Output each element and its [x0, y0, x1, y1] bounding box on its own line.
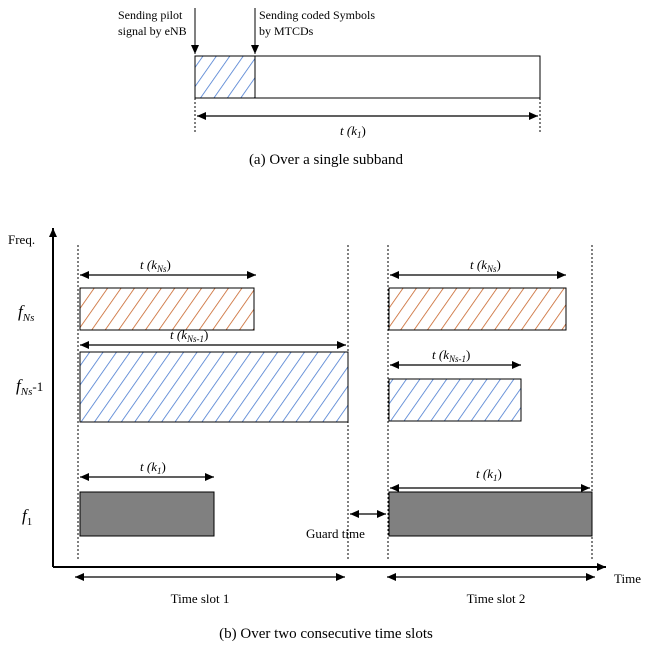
- pilot-label-line1: Sending pilot: [118, 8, 183, 22]
- time-axis-label: Time: [614, 571, 641, 586]
- coded-symbols-segment: [254, 55, 541, 99]
- caption-a: (a) Over a single subband: [249, 152, 404, 168]
- slot1-row3-block: [79, 491, 215, 537]
- time-slot-1-label: Time slot 1: [171, 591, 230, 606]
- slot1-row1-block: [79, 287, 255, 331]
- freq-label-fNs-1: fNs-1: [16, 376, 43, 398]
- guard-time-label: Guard time: [306, 526, 365, 541]
- slot1-row2-duration-label: t (kNs-1): [170, 327, 208, 344]
- slot2-row1-duration-label: t (kNs): [470, 257, 501, 274]
- caption-b: (b) Over two consecutive time slots: [219, 626, 433, 642]
- slot1-row3-duration-label: t (k1): [140, 459, 166, 476]
- slot1-row1-duration-label: t (kNs): [140, 257, 171, 274]
- freq-label-fNs: fNs: [18, 302, 34, 324]
- slot2-row2-duration-label: t (kNs-1): [432, 347, 470, 364]
- single-subband-diagram: Sending pilot signal by eNB Sending code…: [118, 8, 541, 168]
- pilot-segment: [194, 55, 256, 99]
- freq-label-f1: f1: [22, 506, 32, 528]
- pilot-label-line2: signal by eNB: [118, 24, 187, 38]
- slot2-row3-duration-label: t (k1): [476, 466, 502, 483]
- slot1-row2-block: [79, 351, 349, 423]
- slot2-row2-block: [388, 378, 522, 422]
- top-duration-label: t (k1): [340, 123, 366, 140]
- slot2-row1-block: [388, 287, 567, 331]
- time-slot-2-label: Time slot 2: [467, 591, 526, 606]
- coded-label-line2: by MTCDs: [259, 24, 314, 38]
- freq-axis-label: Freq.: [8, 232, 35, 247]
- coded-label-line1: Sending coded Symbols: [259, 8, 375, 22]
- two-time-slots-diagram: Freq. Time fNs fNs-1 f1 t (kNs) t (kNs) …: [8, 228, 641, 642]
- slot2-row3-block: [388, 491, 593, 537]
